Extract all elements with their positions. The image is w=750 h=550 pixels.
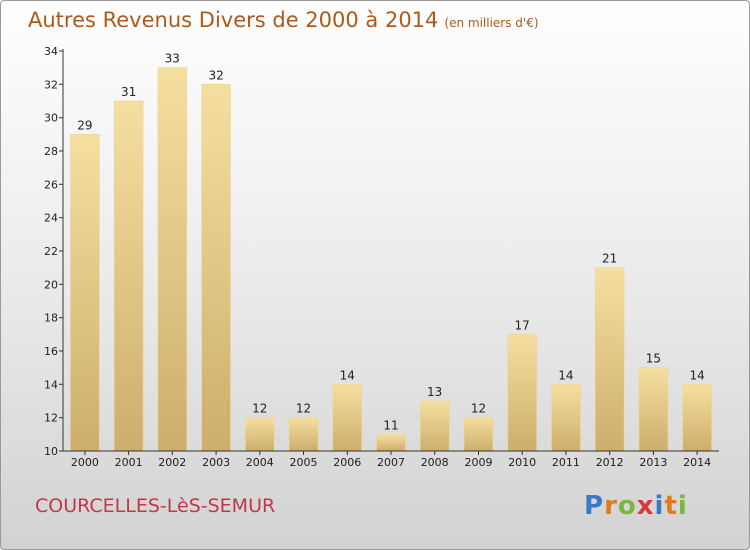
logo-letter: P <box>584 491 605 521</box>
bar-2009 <box>463 417 494 452</box>
x-tick-label: 2004 <box>246 456 274 469</box>
y-tick-label: 24 <box>44 212 58 225</box>
x-tick-label: 2013 <box>639 456 667 469</box>
y-tick-label: 22 <box>44 245 58 258</box>
bar-2012 <box>594 267 625 452</box>
x-tick-label: 2007 <box>377 456 405 469</box>
bar-value-label: 14 <box>558 368 573 382</box>
y-tick-label: 34 <box>44 45 58 58</box>
bar-value-label: 11 <box>383 418 398 432</box>
x-tick-label: 2000 <box>71 456 99 469</box>
bar-2003 <box>201 84 231 452</box>
bar-value-label: 12 <box>252 402 267 416</box>
logo-letter: t <box>664 491 678 521</box>
bar-2007 <box>376 433 406 452</box>
x-tick-label: 2014 <box>683 456 711 469</box>
bar-value-label: 12 <box>296 402 311 416</box>
bar-2004 <box>245 417 275 452</box>
x-tick-label: 2008 <box>421 456 449 469</box>
bar-value-label: 14 <box>340 368 355 382</box>
commune-name: COURCELLES-LèS-SEMUR <box>35 495 276 517</box>
bar-2008 <box>419 400 450 452</box>
bars-group: 29 31 33 32 12 12 14 11 13 12 17 14 21 15 14 <box>70 52 712 452</box>
x-tick-label: 2006 <box>333 456 361 469</box>
bar-value-label: 12 <box>471 402 486 416</box>
x-tick-label: 2001 <box>115 456 143 469</box>
x-tick-label: 2009 <box>465 456 493 469</box>
y-tick-label: 10 <box>44 445 58 458</box>
x-tick-label: 2010 <box>508 456 536 469</box>
bar-value-label: 14 <box>689 368 704 382</box>
bar-value-label: 15 <box>646 352 661 366</box>
chart-title-text: Autres Revenus Divers de 2000 à 2014 <box>28 8 439 32</box>
logo-letter: r <box>604 491 618 521</box>
y-tick-label: 30 <box>44 112 58 125</box>
x-tick-label: 2011 <box>552 456 580 469</box>
bar-2001 <box>113 100 144 452</box>
y-tick-label: 32 <box>44 78 58 91</box>
bar-value-label: 13 <box>427 385 442 399</box>
bar-value-label: 32 <box>208 68 223 82</box>
logo-letter: i <box>654 491 665 521</box>
axes-group: 2000 2001 2002 2003 2004 2005 2006 2007 2008 2009… <box>44 45 719 469</box>
bar-value-label: 17 <box>515 318 530 332</box>
bar-value-label: 29 <box>77 118 92 132</box>
chart-title: Autres Revenus Divers de 2000 à 2014 (en … <box>28 8 539 32</box>
bar-value-label: 33 <box>165 52 180 66</box>
y-tick-label: 14 <box>44 378 58 391</box>
y-tick-label: 12 <box>44 412 58 425</box>
x-tick-label: 2012 <box>596 456 624 469</box>
logo-letter: x <box>636 491 655 521</box>
bar-2000 <box>70 134 100 452</box>
bar-value-label: 21 <box>602 252 617 266</box>
bar-value-label: 31 <box>121 85 136 99</box>
bar-2005 <box>288 417 319 452</box>
x-tick-label: 2003 <box>202 456 230 469</box>
bar-2010 <box>507 333 537 452</box>
x-tick-label: 2005 <box>290 456 318 469</box>
x-tick-label: 2002 <box>158 456 186 469</box>
logo-letter: o <box>617 491 637 521</box>
bar-2014 <box>682 383 712 452</box>
bar-2006 <box>332 383 362 452</box>
proxiti-logo[interactable]: Proxiti <box>584 491 688 521</box>
y-tick-label: 16 <box>44 345 58 358</box>
y-tick-label: 18 <box>44 312 58 325</box>
y-tick-label: 28 <box>44 145 58 158</box>
logo-letter: i <box>677 491 688 521</box>
bar-2002 <box>157 67 188 452</box>
bar-2013 <box>638 367 669 452</box>
bar-2011 <box>551 383 581 452</box>
chart-unit: (en milliers d'€) <box>444 16 539 30</box>
y-tick-label: 26 <box>44 178 58 191</box>
y-tick-label: 20 <box>44 278 58 291</box>
